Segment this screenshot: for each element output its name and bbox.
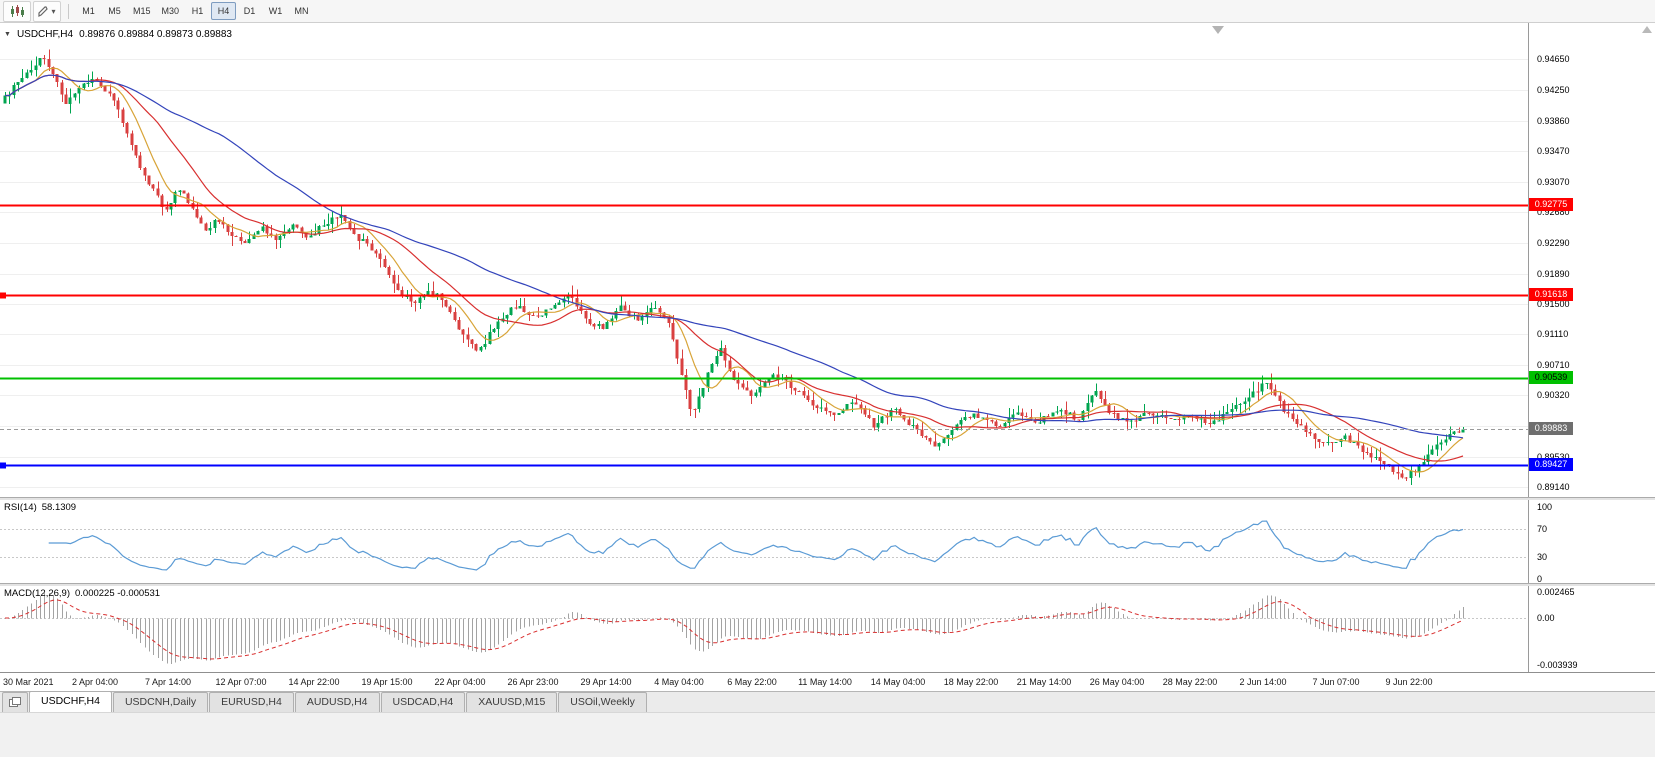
tabs-container: USDCHF,H4 USDCNH,Daily EURUSD,H4 AUDUSD,H4 U… bbox=[29, 691, 648, 712]
time-axis-label: 4 May 04:00 bbox=[654, 677, 704, 687]
chart-shift-marker bbox=[1212, 26, 1224, 34]
rsi-axis-label: 70 bbox=[1537, 523, 1548, 534]
time-axis-label: 6 May 22:00 bbox=[727, 677, 777, 687]
chart-tab-eurusd-h4[interactable]: EURUSD,H4 bbox=[209, 692, 294, 712]
chart-tab-usdchf-h4[interactable]: USDCHF,H4 bbox=[29, 691, 112, 712]
macd-canvas[interactable] bbox=[0, 586, 1528, 672]
symbol-title: USDCHF,H4 bbox=[16, 29, 74, 40]
panel-splitter[interactable] bbox=[0, 583, 1655, 586]
time-axis-label: 26 May 04:00 bbox=[1089, 677, 1145, 687]
chart-tab-xauusd-m15[interactable]: XAUUSD,M15 bbox=[466, 692, 558, 712]
price-axis-label: 0.90710 bbox=[1537, 360, 1570, 371]
rsi-canvas[interactable] bbox=[0, 500, 1528, 583]
time-axis-label: 28 May 22:00 bbox=[1162, 677, 1218, 687]
chart-list-tab[interactable] bbox=[2, 692, 28, 712]
rsi-axis-label: 30 bbox=[1537, 552, 1548, 563]
status-area bbox=[0, 712, 1655, 757]
price-axis-label: 0.92290 bbox=[1537, 237, 1570, 248]
rsi-axis-label: 0 bbox=[1537, 574, 1543, 584]
time-axis-label: 29 Apr 14:00 bbox=[580, 677, 632, 687]
time-axis-label: 7 Jun 07:00 bbox=[1312, 677, 1360, 687]
time-axis-label: 12 Apr 07:00 bbox=[215, 677, 267, 687]
chart-tab-usdcad-h4[interactable]: USDCAD,H4 bbox=[380, 692, 466, 712]
macd-legend: MACD(12,26,9) 0.000225 -0.000531 bbox=[4, 588, 160, 599]
collapse-icon[interactable]: ▼ bbox=[4, 31, 11, 38]
pencil-icon bbox=[38, 5, 49, 17]
rsi-axis-label: 100 bbox=[1537, 502, 1553, 512]
objects-dropdown-button[interactable]: ▾ bbox=[33, 0, 61, 22]
price-axis-label: 0.93470 bbox=[1537, 146, 1570, 156]
dropdown-caret-icon: ▾ bbox=[51, 6, 56, 16]
panel-splitter[interactable] bbox=[0, 497, 1655, 500]
time-axis-label: 21 May 14:00 bbox=[1016, 677, 1072, 687]
time-axis-label: 19 Apr 15:00 bbox=[361, 677, 413, 687]
chart-tab-audusd-h4[interactable]: AUDUSD,H4 bbox=[294, 692, 380, 712]
price-chart-panel[interactable]: ▼ USDCHF,H4 0.89876 0.89884 0.89873 0.89… bbox=[0, 23, 1528, 497]
time-axis-label: 14 Apr 22:00 bbox=[288, 677, 340, 687]
rsi-legend: RSI(14) 58.1309 bbox=[4, 502, 76, 513]
chart-tab-usoil-weekly[interactable]: USOil,Weekly bbox=[558, 692, 647, 712]
time-axis-label: 11 May 14:00 bbox=[798, 677, 852, 687]
price-axis-label: 0.89530 bbox=[1537, 452, 1570, 462]
price-axis-label: 0.89140 bbox=[1537, 481, 1570, 492]
price-axis-label: 0.94650 bbox=[1537, 54, 1570, 65]
price-chart-canvas[interactable] bbox=[0, 23, 1528, 497]
price-axis-label: 0.91890 bbox=[1537, 268, 1570, 279]
time-axis-label: 2 Apr 04:00 bbox=[71, 677, 119, 687]
timeframe-button-m30[interactable]: M30 bbox=[157, 2, 185, 20]
timeframe-button-mn[interactable]: MN bbox=[289, 2, 314, 20]
timeframe-button-d1[interactable]: D1 bbox=[237, 2, 262, 20]
macd-label: MACD(12,26,9) bbox=[4, 588, 70, 599]
time-axis-label: 30 Mar 2021 bbox=[3, 677, 54, 687]
price-line-badge: 0.89427 bbox=[1529, 457, 1573, 471]
timeframe-button-h4[interactable]: H4 bbox=[211, 2, 237, 20]
rsi-value: 58.1309 bbox=[41, 502, 77, 513]
chart-tab-usdcnh-daily[interactable]: USDCNH,Daily bbox=[112, 692, 209, 712]
timeframe-button-h1[interactable]: H1 bbox=[185, 2, 210, 20]
time-axis-label: 9 Jun 22:00 bbox=[1385, 677, 1433, 687]
timeframe-button-m5[interactable]: M5 bbox=[102, 2, 127, 20]
rsi-indicator-panel[interactable]: RSI(14) 58.1309 bbox=[0, 500, 1528, 583]
time-axis-label: 22 Apr 04:00 bbox=[434, 677, 486, 687]
time-axis[interactable]: 30 Mar 2021 2 Apr 04:00 7 Apr 14:00 12 Apr … bbox=[0, 672, 1655, 691]
chart-window-button[interactable] bbox=[3, 0, 31, 22]
chart-tab-bar: USDCHF,H4 USDCNH,Daily EURUSD,H4 AUDUSD,H4 U… bbox=[0, 691, 1655, 712]
scroll-up-arrow-icon[interactable] bbox=[1642, 26, 1652, 33]
current-price-badge: 0.89883 bbox=[1529, 422, 1573, 436]
price-axis-label: 0.93860 bbox=[1537, 115, 1570, 126]
time-axis-label: 14 May 04:00 bbox=[870, 677, 926, 687]
macd-axis-label: 0.002465 bbox=[1537, 587, 1575, 597]
macd-indicator-panel[interactable]: MACD(12,26,9) 0.000225 -0.000531 bbox=[0, 586, 1528, 672]
price-line-badge: 0.92775 bbox=[1529, 197, 1573, 211]
price-axis-label: 0.91110 bbox=[1537, 329, 1569, 340]
ohlc-values: 0.89876 0.89884 0.89873 0.89883 bbox=[79, 29, 232, 40]
rsi-label: RSI(14) bbox=[4, 502, 37, 513]
price-line-badge: 0.90539 bbox=[1529, 371, 1573, 385]
price-axis-label: 0.92680 bbox=[1537, 207, 1570, 218]
candlestick-chart-icon bbox=[11, 4, 24, 17]
price-line-badge: 0.91618 bbox=[1529, 287, 1573, 301]
macd-values: 0.000225 -0.000531 bbox=[75, 588, 161, 599]
price-axis-label: 0.93070 bbox=[1537, 177, 1570, 188]
chart-legend: ▼ USDCHF,H4 0.89876 0.89884 0.89873 0.89… bbox=[4, 29, 232, 40]
time-axis-label: 26 Apr 23:00 bbox=[507, 677, 559, 687]
time-axis-label: 7 Apr 14:00 bbox=[144, 677, 192, 687]
macd-axis-label: -0.003939 bbox=[1537, 660, 1578, 670]
timeframe-button-m1[interactable]: M1 bbox=[76, 2, 101, 20]
windows-icon bbox=[9, 697, 21, 707]
macd-axis-label: 0.00 bbox=[1537, 613, 1555, 623]
timeframe-button-w1[interactable]: W1 bbox=[263, 2, 288, 20]
toolbar-separator bbox=[68, 3, 69, 19]
price-axis-label: 0.91500 bbox=[1537, 298, 1570, 309]
price-axis[interactable]: 0.94650 0.94250 0.93860 0.93470 0.93070 0.926… bbox=[1528, 23, 1655, 672]
toolbar: ▾ M1 M5 M15 M30 H1 H4 D1 W1 MN bbox=[0, 0, 1655, 23]
timeframe-button-group: M1 M5 M15 M30 H1 H4 D1 W1 MN bbox=[76, 2, 314, 20]
price-axis-label: 0.94250 bbox=[1537, 85, 1570, 96]
time-axis-label: 18 May 22:00 bbox=[943, 677, 999, 687]
timeframe-button-m15[interactable]: M15 bbox=[128, 2, 156, 20]
time-axis-label: 2 Jun 14:00 bbox=[1239, 677, 1287, 687]
price-axis-label: 0.90320 bbox=[1537, 390, 1570, 401]
